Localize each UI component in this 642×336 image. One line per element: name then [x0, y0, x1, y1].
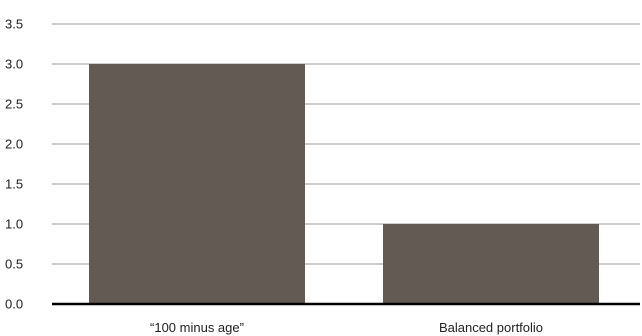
- y-tick-label: 0.0: [5, 297, 23, 312]
- bar: [383, 224, 599, 304]
- y-tick-label: 3.0: [5, 57, 23, 72]
- y-tick-label: 1.5: [5, 177, 23, 192]
- x-category-label: “100 minus age”: [150, 320, 244, 335]
- y-axis-tick-labels: 0.0 0.5 1.0 1.5 2.0 2.5 3.0 3.5: [5, 17, 23, 312]
- y-tick-label: 3.5: [5, 17, 23, 32]
- x-axis-category-labels: “100 minus age” Balanced portfolio: [150, 320, 543, 335]
- y-tick-label: 0.5: [5, 257, 23, 272]
- y-tick-label: 2.5: [5, 97, 23, 112]
- bar: [89, 64, 305, 304]
- y-tick-label: 2.0: [5, 137, 23, 152]
- x-category-label: Balanced portfolio: [439, 320, 543, 335]
- bars: [89, 64, 599, 304]
- y-tick-label: 1.0: [5, 217, 23, 232]
